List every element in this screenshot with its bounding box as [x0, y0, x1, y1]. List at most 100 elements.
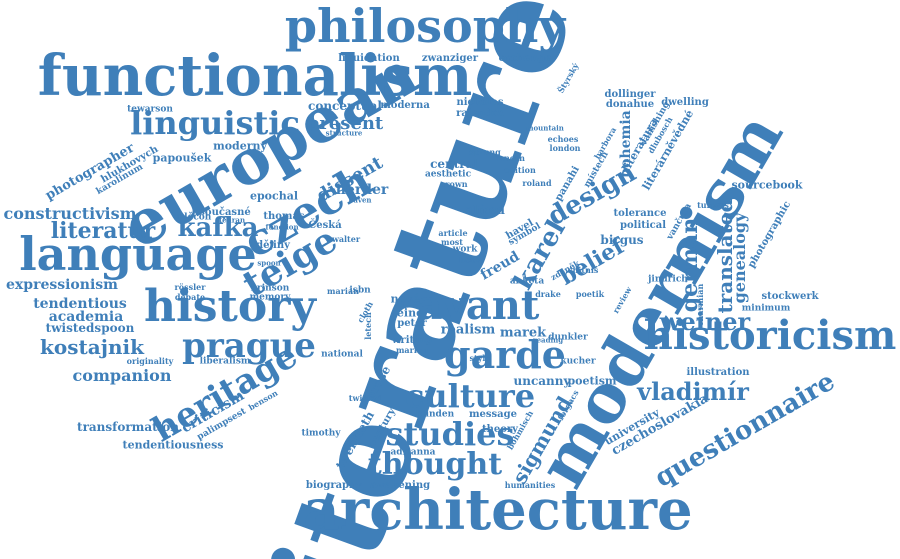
- word-marian: marian: [327, 286, 359, 296]
- word-book: book: [459, 255, 481, 265]
- word-tewarson: tewarson: [127, 104, 173, 115]
- word-liquidation: liquidation: [338, 53, 400, 64]
- word-epochal: epochal: [249, 189, 299, 203]
- word-london: london: [549, 143, 581, 153]
- word-dunkler: dunkler: [548, 332, 588, 343]
- word-weiner: weiner: [659, 307, 751, 336]
- word-mlecoh: mlěcoh: [174, 212, 212, 223]
- word-kafka: kafka: [177, 213, 259, 243]
- word-crown: crown: [440, 179, 468, 189]
- word-chitnis: chitnis: [567, 265, 599, 275]
- word-soucasne: současné: [199, 207, 251, 218]
- word-poetik: poetik: [575, 289, 605, 299]
- word-walter: walter: [331, 234, 361, 244]
- word-drake: drake: [535, 289, 561, 299]
- word-kostajnik: kostajnik: [40, 335, 144, 359]
- word-debate: debate: [174, 292, 206, 302]
- word-functionalism: functionalism: [37, 43, 473, 109]
- word-philosophy: philosophy: [284, 0, 566, 53]
- word-illustration: illustration: [686, 367, 750, 378]
- word-anketa: anketa: [509, 276, 545, 287]
- word-sourcebook: sourcebook: [731, 178, 803, 192]
- word-vladimir: vladimír: [637, 377, 749, 406]
- word-article: article: [438, 228, 468, 238]
- word-political: political: [619, 220, 667, 231]
- word-linguistic: linguistic: [130, 104, 300, 142]
- word-humanities: humanities: [504, 480, 556, 490]
- word-reading: reading: [532, 335, 564, 345]
- word-message: message: [468, 409, 518, 420]
- word-aesthetic: aesthetic: [424, 169, 472, 180]
- word-rajendra: rajendra: [456, 108, 504, 119]
- word-national: national: [321, 349, 363, 360]
- word-mountain: mountain: [526, 123, 564, 133]
- word-poetism: poetism: [567, 374, 617, 388]
- word-herder: herder: [335, 182, 389, 198]
- word-style: style: [469, 353, 491, 363]
- word-thomas: thomas: [263, 211, 305, 222]
- word-biography: biography: [305, 480, 363, 491]
- word-dejiny: dějiny: [256, 240, 290, 251]
- word-memory: memory: [249, 292, 291, 303]
- word-central: central: [430, 157, 478, 171]
- word-culture: culture: [404, 377, 536, 415]
- word-charmian: charmian: [695, 283, 705, 327]
- word-birgus: birgus: [600, 233, 644, 247]
- word-twisted: twisted: [348, 393, 382, 403]
- word-tehran: tehran: [218, 215, 246, 225]
- word-structure: structure: [325, 128, 363, 138]
- word-most: most: [441, 237, 463, 247]
- word-sprung: sprung: [469, 147, 501, 157]
- word-originality: originality: [126, 356, 174, 366]
- word-brinson: brinson: [250, 283, 290, 294]
- word-stockwerk: stockwerk: [761, 291, 819, 302]
- word-historicism: historicism: [643, 312, 897, 359]
- word-liberalism: liberalism: [199, 356, 251, 367]
- word-avant: avant: [416, 282, 540, 329]
- word-literatur: literatur: [50, 218, 156, 244]
- word-garde: garde: [444, 332, 566, 377]
- word-realism: realism: [440, 322, 496, 338]
- word-thought: thought: [367, 447, 503, 482]
- word-spoon: spoon: [257, 258, 281, 268]
- word-studies: studies: [385, 415, 515, 453]
- word-function: function: [265, 222, 299, 232]
- word-jindrich: jindřich: [648, 274, 688, 285]
- word-genealogy: genealogy: [730, 212, 749, 304]
- word-transformation: transformation: [77, 420, 179, 434]
- word-tendentiousness: tendentiousness: [122, 438, 224, 452]
- word-companion: companion: [72, 366, 172, 385]
- word-rossler: rössler: [174, 282, 206, 292]
- word-alfred: alfred: [465, 203, 505, 217]
- word-moderny: moderny: [213, 139, 267, 153]
- word-prague: prague: [182, 326, 316, 366]
- word-twistedspoon: twistedspoon: [45, 321, 135, 335]
- word-dwelling: dwelling: [661, 97, 709, 108]
- word-nicholas: nicholas: [456, 97, 504, 108]
- word-nove: nové: [390, 292, 420, 306]
- word-academia: academia: [48, 309, 124, 325]
- word-zwanziger: zwanziger: [421, 53, 479, 64]
- word-marion: marion: [395, 345, 429, 355]
- word-isbn: isbn: [349, 285, 371, 296]
- word-timothy: timothy: [301, 428, 341, 439]
- word-kucher: kucher: [560, 356, 596, 367]
- word-moderna: moderna: [380, 100, 430, 111]
- word-exchange: exchange: [498, 53, 552, 64]
- word-baven: baven: [348, 195, 372, 205]
- word-papousek: papoušek: [152, 151, 212, 165]
- word-echoes: echoes: [547, 134, 579, 144]
- word-peter: peter: [397, 318, 427, 329]
- word-blinden: blinden: [415, 409, 455, 420]
- word-theory: theory: [481, 424, 519, 435]
- word-present: present: [306, 113, 384, 134]
- word-work: work: [452, 244, 478, 255]
- word-tendentious: tendentious: [33, 296, 127, 312]
- word-expressionism: expressionism: [6, 277, 118, 293]
- word-eine: eine: [396, 306, 424, 320]
- word-language: language: [19, 227, 257, 281]
- word-architecture: architecture: [303, 477, 693, 543]
- word-uncanny: uncanny: [513, 374, 571, 388]
- word-dollinger: dollinger: [604, 89, 656, 100]
